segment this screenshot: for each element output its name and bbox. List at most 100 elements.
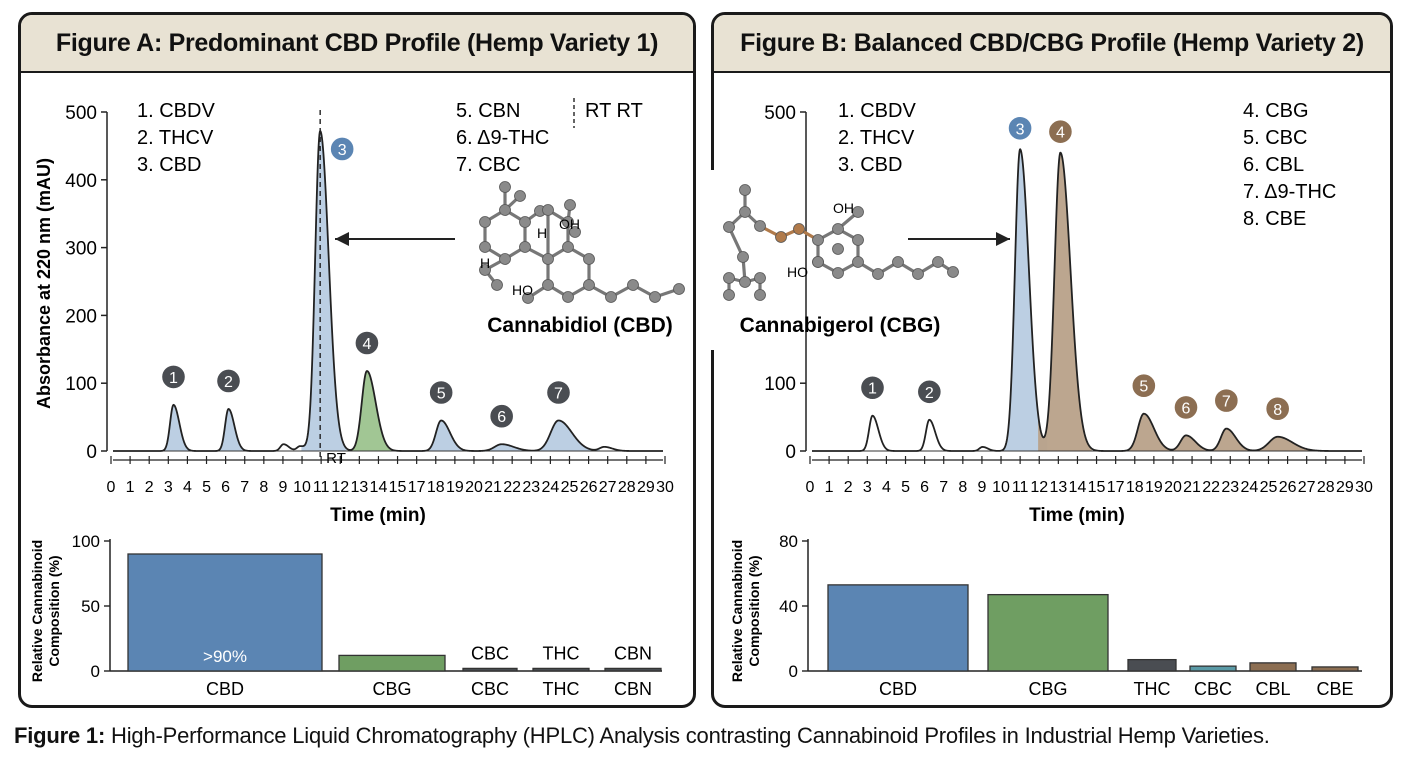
cbd-name-label: Cannabidiol (CBD) [487,314,672,337]
bar-CBG [987,593,1109,672]
x-tick-label-27: 27 [599,479,617,496]
rt-legend-text: RT RT [585,100,643,122]
peak-marker-label-4: 4 [1056,125,1065,142]
x-tick-label-28: 28 [618,479,636,496]
y-tick-label-300: 300 [65,239,97,260]
bar-category-THC: THC [543,679,580,699]
cbg-molecule-atom-25 [852,206,864,218]
bar-CBD [127,553,323,672]
y-tick-label-100: 100 [764,374,796,395]
peak-marker-label-6: 6 [497,409,506,426]
arrow-to-cbd-peak [335,232,455,246]
peak-marker-3 [329,136,355,162]
legend-right-item-3: 7. Δ9-THC [1243,181,1336,203]
y-tick-label-50: 50 [81,597,100,616]
x-tick-label-19: 19 [446,479,464,496]
peak-marker-3 [1007,115,1033,141]
cbd-molecule-atom-2 [479,216,491,228]
x-tick-label-25: 25 [561,479,579,496]
cbd-molecule-atom-1 [499,204,511,216]
x-tick-label-1: 1 [126,479,135,496]
x-tick-label-7: 7 [240,479,249,496]
y-tick-label-0: 0 [785,442,796,463]
y-axis-title-line2: Composition (%) [46,555,62,666]
bar-CBC [1189,665,1237,672]
x-tick-label-8: 8 [958,479,967,496]
arrow-to-cbg-peak-head [996,232,1010,246]
cbd-molecule-atom-11 [542,253,554,265]
legend-right-item-2: 7. CBC [456,154,520,176]
x-tick-label-14: 14 [1069,479,1087,496]
legend-left-item-0: 1. CBDV [838,100,916,122]
x-tick-label-15: 15 [389,479,407,496]
cbg-molecule-atom-2 [723,221,735,233]
cbg-oh-label: OH [833,200,854,216]
legend-right-item-1: 5. CBC [1243,127,1307,149]
cbd-ho-label: HO [512,282,533,298]
peak-fill-CBD [1000,149,1048,452]
y-tick-label-0: 0 [789,662,798,681]
bar-category-CBG: CBG [1028,679,1067,699]
cbd-molecule-atom-4 [499,253,511,265]
x-tick-label-10: 10 [992,479,1010,496]
peak-marker-6 [488,403,515,429]
x-tick-label-5: 5 [901,479,910,496]
peak-marker-label-5: 5 [437,385,446,402]
caption-text: High-Performance Liquid Chromatography (… [111,723,1270,748]
x-tick-label-18: 18 [1126,479,1144,496]
x-tick-label-5: 5 [202,479,211,496]
y-tick-label-40: 40 [779,597,798,616]
cbg-molecule-atom-18 [947,266,959,278]
arrow-to-cbd-peak-head [335,232,349,246]
x-tick-label-29: 29 [1336,479,1354,496]
cbd-molecule-atom-14 [542,204,554,216]
bar-CBD [827,584,969,672]
x-tick-label-4: 4 [882,479,891,496]
x-tick-label-3: 3 [863,479,872,496]
peak-marker-label-2: 2 [925,385,934,402]
bar-category-CBL: CBL [1255,679,1290,699]
bar-CBE [1311,666,1359,672]
peak-marker-2 [916,379,943,405]
x-tick-label-24: 24 [1240,479,1258,496]
bar-THC [1127,658,1177,672]
bar-category-CBG: CBG [372,679,411,699]
peak-marker-4 [354,330,380,356]
peak-fill-CBD [301,131,347,451]
bar-category-CBD: CBD [879,679,917,699]
legend-right-item-0: 4. CBG [1243,100,1309,122]
peak-marker-8 [1264,396,1291,422]
bar-top-label-THC: THC [543,643,580,663]
bar-category-CBC: CBC [471,679,509,699]
bar-inner-label: >90% [203,647,247,666]
x-tick-label-2: 2 [844,479,853,496]
x-tick-label-30: 30 [656,479,674,496]
x-tick-label-28: 28 [1317,479,1335,496]
cbg-molecule-atom-23 [754,289,766,301]
cbd-molecule-atom-24 [522,292,534,304]
peak-marker-1 [160,364,187,390]
cbd-molecule [479,181,685,304]
x-tick-label-0: 0 [107,479,116,496]
cbd-molecule-atom-0 [499,181,511,193]
cbg-molecule-atom-21 [754,272,766,284]
bar-category-CBN: CBN [614,679,652,699]
cbg-molecule-atom-17 [932,256,944,268]
cbg-molecule-atom-3 [754,220,766,232]
cbd-molecule-atom-17 [583,279,595,291]
panel-b-title: Figure B: Balanced CBD/CBG Profile (Hemp… [714,15,1390,73]
x-tick-label-8: 8 [259,479,268,496]
cbd-molecule-atom-20 [605,291,617,303]
x-tick-label-2: 2 [145,479,154,496]
cbg-molecule-atom-8 [832,243,844,255]
x-tick-label-0: 0 [806,479,815,496]
peak-marker-label-7: 7 [1222,394,1231,411]
x-tick-label-10: 10 [293,479,311,496]
cbg-molecule-atom-19 [737,251,749,263]
y-tick-label-400: 400 [65,171,97,192]
y-tick-label-0: 0 [91,662,100,681]
peak-marker-label-3: 3 [1016,121,1025,138]
peak-fill-CBC [1121,413,1176,451]
